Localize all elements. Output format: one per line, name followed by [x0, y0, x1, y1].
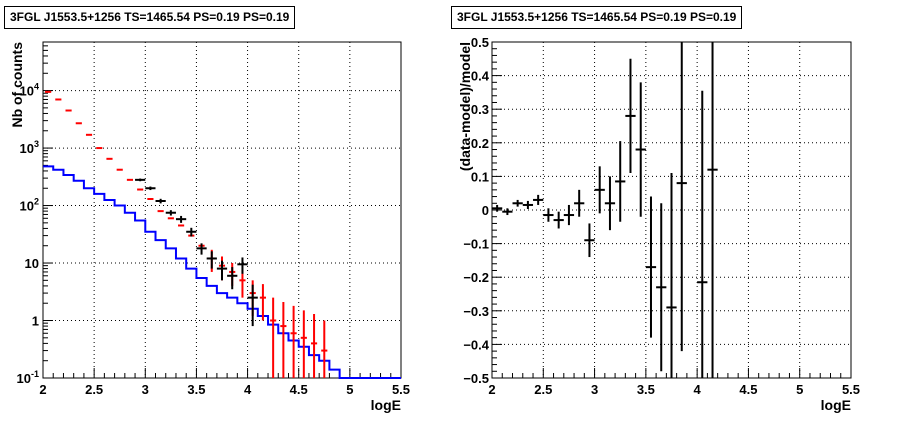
y-tick-label: 0.3	[471, 102, 489, 117]
x-tick-label: 5.5	[392, 382, 410, 397]
y-tick-label: 10	[25, 256, 39, 271]
residual-point	[656, 203, 667, 372]
y-tick-label: −0.5	[463, 371, 489, 386]
data-point	[186, 227, 197, 237]
y-tick-label: −0.3	[463, 304, 489, 319]
x-tick-label: 4	[244, 382, 252, 397]
residual-point	[584, 223, 595, 258]
x-tick-label: 5	[796, 382, 803, 397]
data-point	[175, 215, 187, 223]
residual-point	[697, 90, 708, 378]
y-axis-label: (data-model)/model	[457, 42, 473, 171]
model-point	[239, 270, 246, 298]
x-tick-label: 4	[694, 382, 702, 397]
residual-point	[676, 42, 687, 352]
data-point	[165, 210, 176, 216]
residual-point	[666, 173, 677, 378]
residual-point	[553, 211, 564, 229]
residual-point	[625, 58, 636, 174]
residual-point	[502, 208, 513, 216]
y-tick-label: −0.1	[463, 237, 489, 252]
residual-point	[574, 189, 585, 217]
model-histogram-line	[43, 165, 401, 379]
counts-plot: 2 2.5 3 3.5 4 4.5 5 5.5 10-1 1 10 102 103 104 logE Nb o…	[9, 41, 410, 413]
y-tick-label: 10-1	[17, 369, 39, 386]
residual-point	[635, 82, 646, 217]
x-tick-label: 5	[346, 382, 353, 397]
x-axis-label: logE	[821, 397, 851, 413]
y-tick-label: 1	[32, 314, 39, 329]
x-tick-label: 2.5	[85, 382, 103, 397]
model-point	[300, 310, 307, 378]
model-point	[290, 305, 297, 378]
x-tick-label: 2	[488, 382, 495, 397]
x-tick-label: 4.5	[290, 382, 308, 397]
data-point	[206, 251, 217, 269]
data-point	[135, 178, 146, 182]
data-point	[216, 260, 228, 281]
data-point	[196, 243, 207, 255]
y-tick-label: 0.1	[471, 169, 489, 184]
residual-point	[533, 194, 544, 205]
model-point	[280, 301, 287, 378]
data-point	[227, 267, 238, 290]
x-tick-label: 2	[39, 382, 46, 397]
data-point	[155, 198, 166, 204]
data-point	[145, 186, 156, 191]
model-point	[321, 320, 328, 378]
residual-point	[645, 196, 657, 338]
residual-point	[492, 204, 503, 212]
x-tick-label: 4.5	[739, 382, 757, 397]
model-point	[270, 297, 277, 378]
x-axis-label: logE	[371, 397, 401, 413]
x-tick-label: 2.5	[534, 382, 552, 397]
residuals-plot: 2 2.5 3 3.5 4 4.5 5 5.5 −0.5 −0.4 −0.3 −0.2 −0.1 0 0.1…	[457, 35, 860, 413]
x-tick-label: 3	[142, 382, 149, 397]
left-plot-title: 3FGL J1553.5+1256 TS=1465.54 PS=0.19 PS=…	[4, 6, 296, 29]
right-plot-title: 3FGL J1553.5+1256 TS=1465.54 PS=0.19 PS=…	[451, 6, 743, 29]
residual-point	[543, 208, 554, 222]
residual-point	[522, 200, 534, 209]
y-axis-label: Nb of counts	[9, 42, 25, 128]
model-point	[259, 284, 266, 321]
x-tick-label: 5.5	[842, 382, 860, 397]
y-tick-label: 103	[20, 139, 39, 156]
x-tick-label: 3.5	[637, 382, 655, 397]
y-tick-label: −0.4	[463, 337, 489, 352]
y-tick-label: −0.2	[463, 270, 489, 285]
y-tick-label: 0.5	[471, 35, 489, 50]
x-tick-label: 3.5	[187, 382, 205, 397]
residual-point	[707, 42, 718, 378]
model-point	[310, 313, 318, 378]
residual-point	[604, 176, 616, 231]
x-tick-label: 3	[591, 382, 598, 397]
data-point	[247, 284, 258, 327]
plot-frame	[42, 41, 402, 379]
y-tick-label: 104	[20, 82, 39, 99]
y-tick-label: 0.4	[471, 69, 490, 84]
y-tick-label: 102	[20, 197, 39, 214]
residual-point	[594, 166, 605, 214]
y-tick-label: 0	[482, 203, 489, 218]
data-point	[237, 257, 248, 274]
residual-point	[512, 199, 523, 207]
residual-point	[615, 141, 626, 222]
y-tick-label: 0.2	[471, 136, 489, 151]
residual-point	[563, 204, 575, 226]
